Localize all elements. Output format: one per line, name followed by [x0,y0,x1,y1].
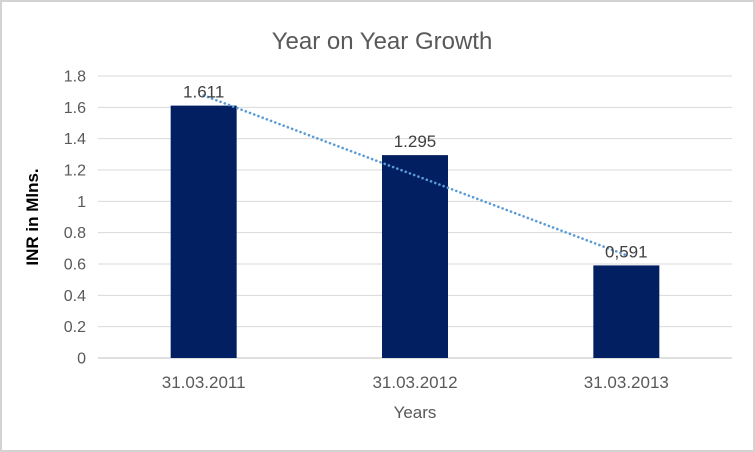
y-tick-label: 1.8 [64,69,86,86]
y-tick-label: 0.6 [64,257,86,274]
y-tick-label: 0.8 [64,225,86,242]
y-tick-label: 0.4 [64,288,86,305]
y-tick-label: 1.4 [64,131,86,148]
x-axis-title: Years [394,403,437,422]
bar [382,155,448,358]
trendline-dotted-line [202,94,628,257]
bar-value-label: 0,591 [605,242,648,261]
y-tick-label: 1.6 [64,100,86,117]
bar [170,105,237,358]
x-tick-label: 31.03.2011 [162,373,246,392]
bar-value-label: 1.611 [183,83,224,102]
bar-value-label: 1.295 [394,132,437,151]
labels-layer: 0 0.2 0.4 0.6 0.8 1 1.2 1.4 1.6 1.8 1.611 31.03.201… [64,69,669,393]
bar [593,265,660,358]
trendline-layer [202,94,628,257]
x-tick-label: 31.03.2013 [584,373,669,392]
x-tick-label: 31.03.2012 [372,373,457,392]
y-tick-label: 0.2 [64,319,86,336]
y-axis-title: INR in Mlns. [23,168,42,265]
y-tick-label: 0 [77,351,86,368]
chart-title: Year on Year Growth [272,28,493,55]
bars-layer [170,105,660,358]
y-tick-label: 1.2 [64,163,86,180]
y-tick-label: 1 [77,194,86,211]
